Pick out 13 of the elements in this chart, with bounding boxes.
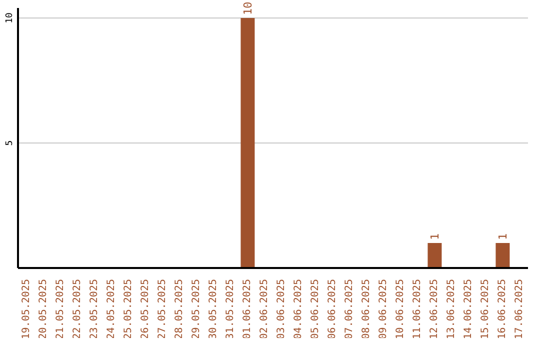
- x-tick-label: 14.06.2025: [463, 279, 474, 340]
- data-label: 1: [496, 233, 510, 240]
- data-label: 10: [242, 2, 255, 15]
- x-tick-label: 19.05.2025: [21, 279, 32, 340]
- y-tick-label: 5: [5, 140, 15, 146]
- x-tick-label: 16.06.2025: [497, 279, 508, 340]
- data-label: 1: [428, 233, 442, 240]
- x-tick-label: 11.06.2025: [412, 279, 423, 340]
- x-tick-label: 10.06.2025: [395, 279, 406, 340]
- x-tick-label: 17.06.2025: [514, 279, 525, 340]
- x-tick-label: 15.06.2025: [480, 279, 491, 340]
- x-tick-label: 13.06.2025: [446, 279, 457, 340]
- x-tick-label: 12.06.2025: [429, 279, 440, 340]
